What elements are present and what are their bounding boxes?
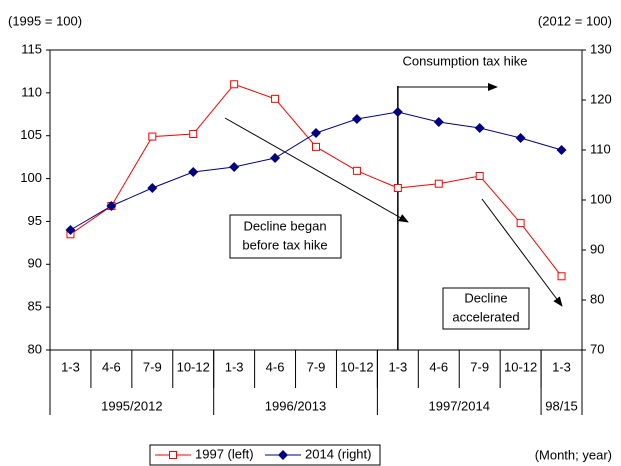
- annotation-box: [229, 214, 342, 259]
- marker: [475, 172, 484, 180]
- y2-tick-label: 100: [590, 191, 612, 206]
- x-tick-label: 7-9: [143, 359, 162, 374]
- y2-tick-label: 70: [590, 341, 604, 356]
- y-tick-label: 95: [28, 213, 42, 228]
- legend-box: [149, 444, 381, 466]
- legend-label: 1997 (left): [195, 446, 254, 461]
- y2-tick-label: 90: [590, 241, 604, 256]
- y-tick-label: 80: [28, 341, 42, 356]
- x-tick-label: 1-3: [225, 359, 244, 374]
- marker: [65, 225, 76, 235]
- marker: [392, 107, 403, 117]
- group-label: 98/15: [545, 398, 578, 413]
- trend-arrow: [481, 198, 563, 307]
- marker: [147, 183, 158, 193]
- annotation-box: [442, 287, 530, 330]
- marker: [557, 272, 566, 281]
- marker: [189, 130, 198, 138]
- x-tick-label: 1-3: [61, 359, 80, 374]
- y-tick-label: 105: [20, 127, 42, 142]
- marker: [188, 167, 199, 177]
- x-tick-label: 4-6: [102, 359, 121, 374]
- y-tick-label: 115: [21, 41, 42, 56]
- annotation: Decline: [464, 290, 507, 305]
- marker: [270, 153, 281, 163]
- x-axis-label: (Month; year): [535, 447, 612, 462]
- marker: [229, 162, 240, 172]
- y-tick-label: 100: [20, 170, 42, 185]
- y2-axis-label: (2012 = 100): [538, 13, 612, 28]
- y-axis-label: (1995 = 100): [8, 13, 82, 28]
- legend-marker: [169, 451, 177, 459]
- x-tick-label: 10-12: [504, 359, 537, 374]
- x-tick-label: 7-9: [307, 359, 326, 374]
- marker: [352, 166, 361, 175]
- x-tick-label: 4-6: [266, 359, 285, 374]
- marker: [433, 117, 444, 127]
- y2-tick-label: 130: [590, 41, 612, 56]
- annotation: accelerated: [452, 309, 519, 324]
- marker: [556, 145, 567, 155]
- x-tick-label: 7-9: [470, 359, 489, 374]
- marker: [148, 132, 157, 141]
- marker: [230, 80, 239, 89]
- x-tick-label: 1-3: [388, 359, 407, 374]
- marker: [393, 184, 402, 192]
- y-tick-label: 90: [28, 256, 42, 271]
- x-tick-label: 10-12: [177, 359, 210, 374]
- trend-arrow: [224, 117, 409, 223]
- y2-tick-label: 120: [590, 91, 612, 106]
- y-tick-label: 110: [21, 84, 42, 99]
- annotation: Decline began: [243, 218, 326, 233]
- marker: [271, 94, 280, 103]
- annotation: Consumption tax hike: [402, 53, 527, 68]
- y2-tick-label: 80: [590, 291, 604, 306]
- marker: [351, 114, 362, 124]
- marker: [434, 179, 443, 188]
- x-tick-label: 1-3: [552, 359, 571, 374]
- x-tick-label: 10-12: [340, 359, 373, 374]
- group-label: 1995/2012: [101, 398, 162, 413]
- y-tick-label: 85: [28, 299, 42, 314]
- legend-label: 2014 (right): [305, 446, 371, 461]
- group-label: 1996/2013: [265, 398, 326, 413]
- legend-marker: [278, 450, 288, 460]
- annotation: before tax hike: [242, 237, 327, 252]
- marker: [474, 123, 485, 133]
- marker: [515, 133, 526, 143]
- marker: [311, 128, 321, 138]
- marker: [106, 201, 117, 211]
- marker: [312, 142, 320, 151]
- x-tick-label: 4-6: [429, 359, 448, 374]
- y2-tick-label: 110: [590, 141, 611, 156]
- marker: [516, 219, 525, 228]
- group-label: 1997/2014: [429, 398, 490, 413]
